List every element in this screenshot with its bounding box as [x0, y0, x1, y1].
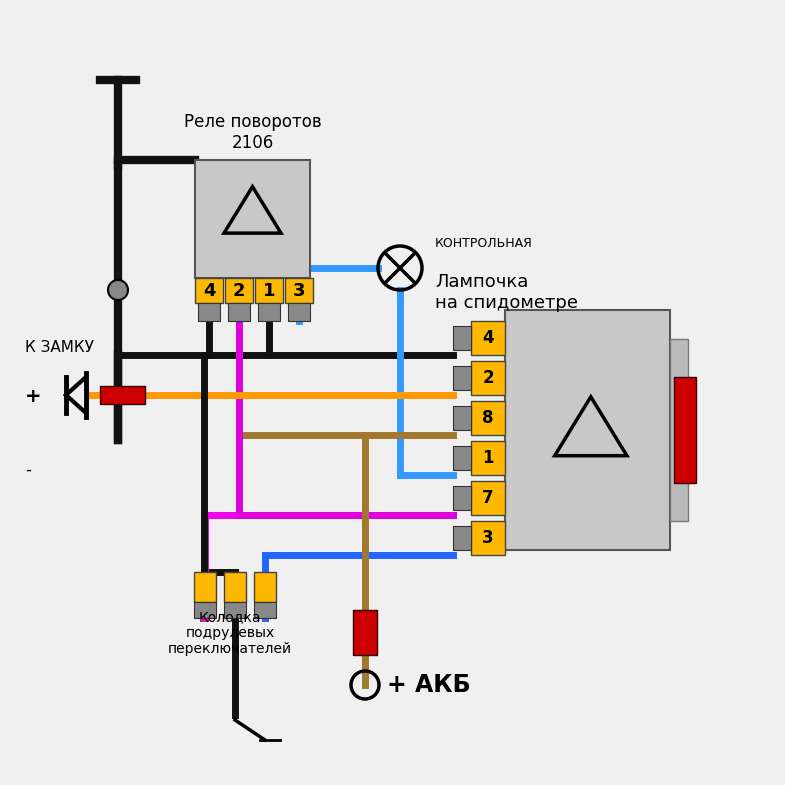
Bar: [471, 321, 505, 355]
Text: Реле поворотов
2106: Реле поворотов 2106: [184, 113, 321, 152]
Text: 4: 4: [482, 329, 494, 347]
Text: 3: 3: [482, 529, 494, 547]
Bar: [453, 366, 471, 390]
Circle shape: [108, 280, 128, 300]
Text: 4: 4: [203, 282, 215, 300]
Bar: [258, 303, 280, 321]
Text: + АКБ: + АКБ: [387, 673, 471, 697]
Bar: [453, 486, 471, 510]
Bar: [198, 303, 220, 321]
Text: -: -: [25, 461, 31, 479]
Text: Лампочка
на спидометре: Лампочка на спидометре: [435, 273, 578, 312]
Bar: [670, 339, 688, 521]
Text: 1: 1: [263, 282, 276, 300]
Bar: [288, 303, 310, 321]
Bar: [674, 378, 696, 483]
Bar: [194, 602, 216, 618]
Bar: [228, 303, 250, 321]
Bar: [453, 406, 471, 430]
Bar: [195, 160, 310, 278]
Bar: [453, 326, 471, 350]
Bar: [471, 481, 505, 515]
Bar: [254, 572, 276, 602]
Text: К ЗАМКУ: К ЗАМКУ: [25, 339, 94, 355]
Bar: [471, 441, 505, 475]
Bar: [194, 572, 216, 602]
Bar: [471, 401, 505, 435]
Text: 7: 7: [482, 489, 494, 507]
Text: 3: 3: [293, 282, 305, 300]
Bar: [285, 278, 313, 303]
Bar: [471, 521, 505, 555]
Bar: [254, 602, 276, 618]
Bar: [255, 278, 283, 303]
Bar: [224, 602, 246, 618]
Bar: [505, 310, 670, 550]
Bar: [471, 361, 505, 395]
Text: 8: 8: [482, 409, 494, 427]
Text: 2: 2: [482, 369, 494, 387]
Text: +: +: [25, 388, 42, 407]
Bar: [100, 386, 145, 404]
Text: 2: 2: [232, 282, 245, 300]
Bar: [224, 572, 246, 602]
Bar: [195, 278, 223, 303]
Text: Колодка
подрулевых
переключателей: Колодка подрулевых переключателей: [168, 610, 292, 656]
Bar: [453, 526, 471, 550]
Bar: [225, 278, 253, 303]
Text: 1: 1: [482, 449, 494, 467]
Bar: [453, 446, 471, 470]
Bar: [353, 610, 377, 655]
Text: КОНТРОЛЬНАЯ: КОНТРОЛЬНАЯ: [435, 237, 533, 250]
